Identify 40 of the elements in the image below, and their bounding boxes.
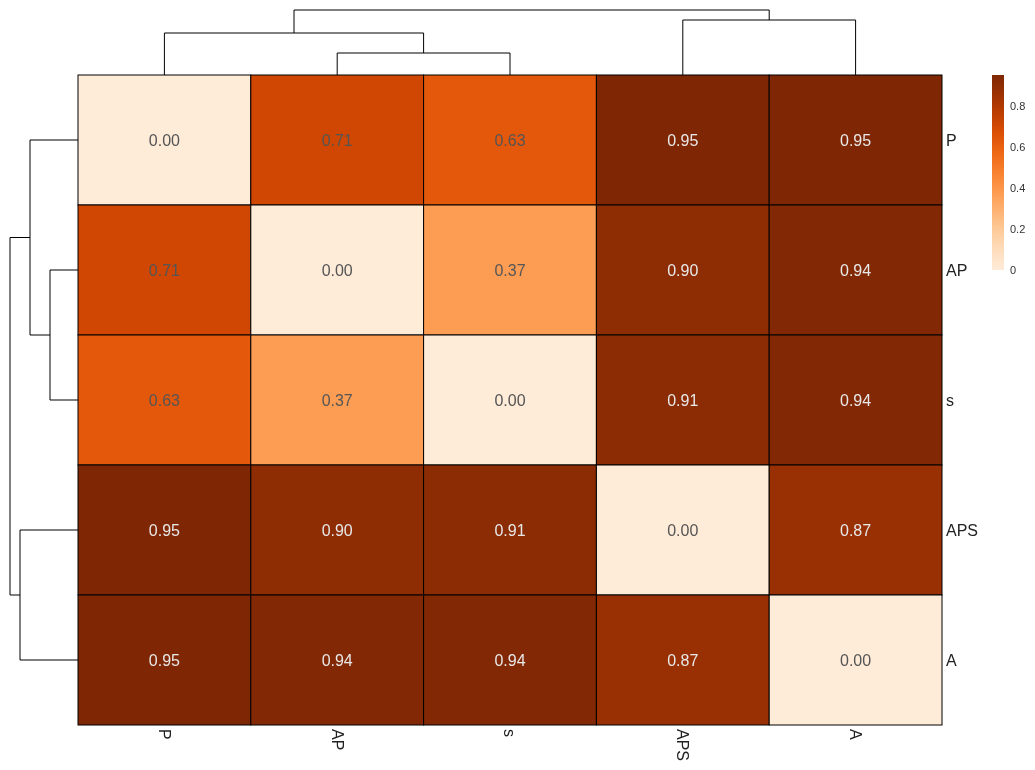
- data-label: 0.87: [840, 521, 872, 539]
- data-label: 0.91: [494, 521, 526, 539]
- data-label: 0.87: [667, 651, 699, 669]
- data-label: 0.95: [840, 131, 872, 149]
- data-label: 0.00: [494, 391, 526, 409]
- data-label: 0.94: [494, 651, 526, 669]
- data-label: 0.63: [494, 131, 526, 149]
- data-label: 0.63: [148, 391, 181, 409]
- y-tick-label: APS: [946, 521, 979, 539]
- color-bar-label: 0: [1010, 263, 1017, 276]
- color-bar-label: 0.6: [1010, 140, 1026, 153]
- color-bar-label: 0.2: [1010, 222, 1026, 235]
- y-tick-label: A: [946, 651, 957, 669]
- data-label: 0.00: [840, 651, 872, 669]
- x-tick-label: APS: [674, 729, 692, 762]
- data-label: 0.95: [667, 131, 699, 149]
- data-label: 0.91: [667, 391, 699, 409]
- data-label: 0.37: [494, 261, 526, 279]
- data-label: 0.94: [840, 261, 872, 279]
- data-label: 0.00: [321, 261, 353, 279]
- data-label: 0.95: [148, 651, 181, 669]
- data-label: 0.00: [667, 521, 699, 539]
- color-bar-label: 0.4: [1010, 181, 1026, 194]
- data-label: 0.71: [148, 261, 181, 279]
- data-label: 0.90: [667, 261, 699, 279]
- data-label: 0.37: [321, 391, 353, 409]
- x-tick-label: s: [501, 729, 519, 737]
- y-tick-label: AP: [946, 261, 968, 279]
- y-tick-label: P: [946, 131, 957, 149]
- x-tick-label: P: [155, 729, 173, 740]
- color-bar-label: 0.8: [1010, 99, 1026, 112]
- data-label: 0.90: [321, 521, 353, 539]
- data-label: 0.00: [148, 131, 181, 149]
- data-label: 0.94: [840, 391, 872, 409]
- data-label: 0.71: [321, 131, 353, 149]
- x-tick-label: AP: [328, 729, 346, 751]
- y-tick-label: s: [946, 391, 954, 409]
- x-tick-label: A: [847, 729, 864, 740]
- data-label: 0.94: [321, 651, 353, 669]
- data-label: 0.95: [148, 521, 181, 539]
